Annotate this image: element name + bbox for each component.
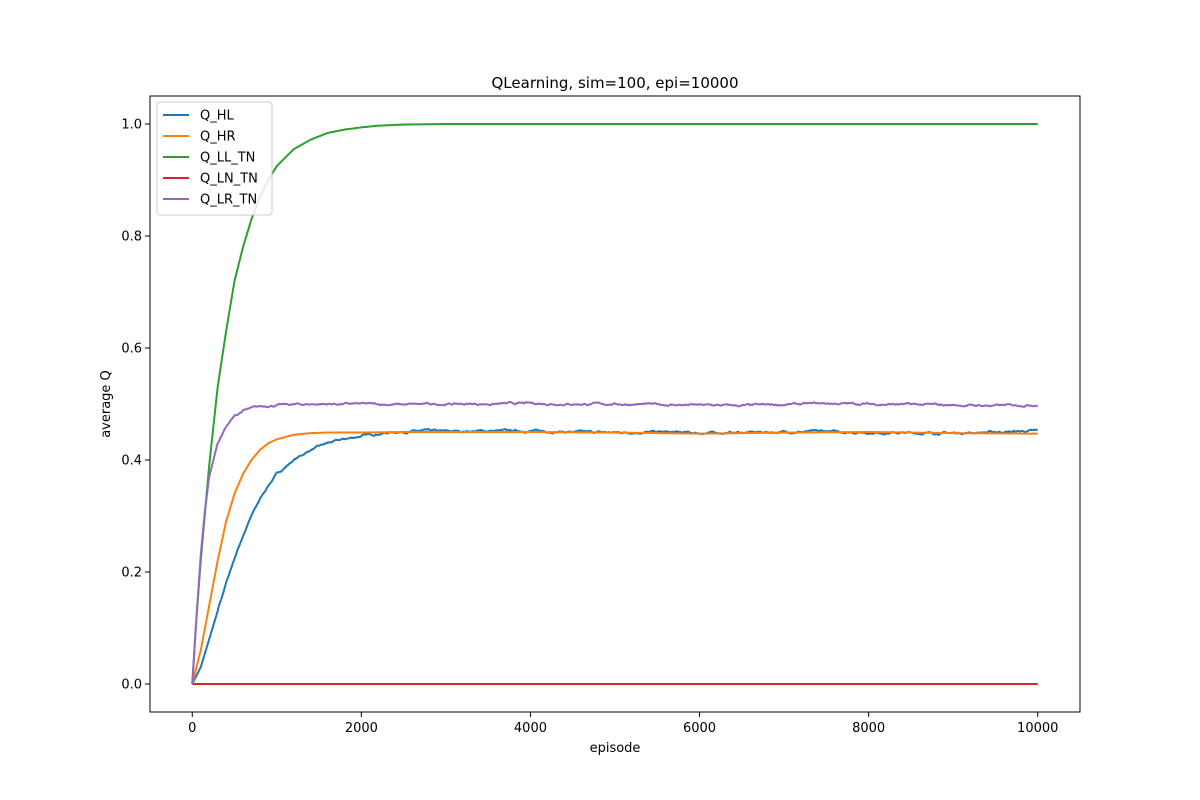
x-tick-label: 10000 — [1017, 721, 1058, 736]
x-tick-label: 0 — [188, 721, 196, 736]
y-tick-label: 1.0 — [121, 118, 142, 133]
legend-label: Q_LL_TN — [200, 151, 255, 166]
y-tick-label: 0.4 — [121, 454, 142, 469]
legend-label: Q_HR — [200, 130, 236, 145]
y-tick-label: 0.0 — [121, 678, 142, 693]
x-tick-label: 8000 — [852, 721, 885, 736]
series-line-q-lr-tn — [191, 400, 1038, 685]
plot-frame — [149, 95, 1081, 713]
x-tick-label: 4000 — [514, 721, 547, 736]
y-tick-label: 0.8 — [121, 230, 142, 245]
x-axis: 0 2000 4000 6000 8000 10000 — [188, 712, 1058, 736]
y-tick-label: 0.6 — [121, 342, 142, 357]
series-line-q-hr — [191, 431, 1038, 685]
x-axis-label: episode — [590, 741, 641, 756]
legend-label: Q_LN_TN — [200, 172, 258, 187]
chart-title: QLearning, sim=100, epi=10000 — [492, 74, 739, 92]
series-layer — [191, 123, 1038, 685]
legend-box — [156, 101, 273, 216]
y-tick-label: 0.2 — [121, 566, 142, 581]
x-tick-label: 6000 — [683, 721, 716, 736]
legend-label: Q_HL — [200, 109, 235, 124]
y-axis-label: average Q — [99, 370, 114, 438]
series-line-q-hl — [191, 427, 1038, 685]
legend: Q_HL Q_HR Q_LL_TN Q_LN_TN Q_LR_TN — [156, 101, 273, 216]
y-axis: 0.0 0.2 0.4 0.6 0.8 1.0 — [121, 118, 150, 693]
x-tick-label: 2000 — [345, 721, 378, 736]
legend-label: Q_LR_TN — [200, 193, 257, 208]
series-line-q-ll-tn — [191, 123, 1038, 685]
